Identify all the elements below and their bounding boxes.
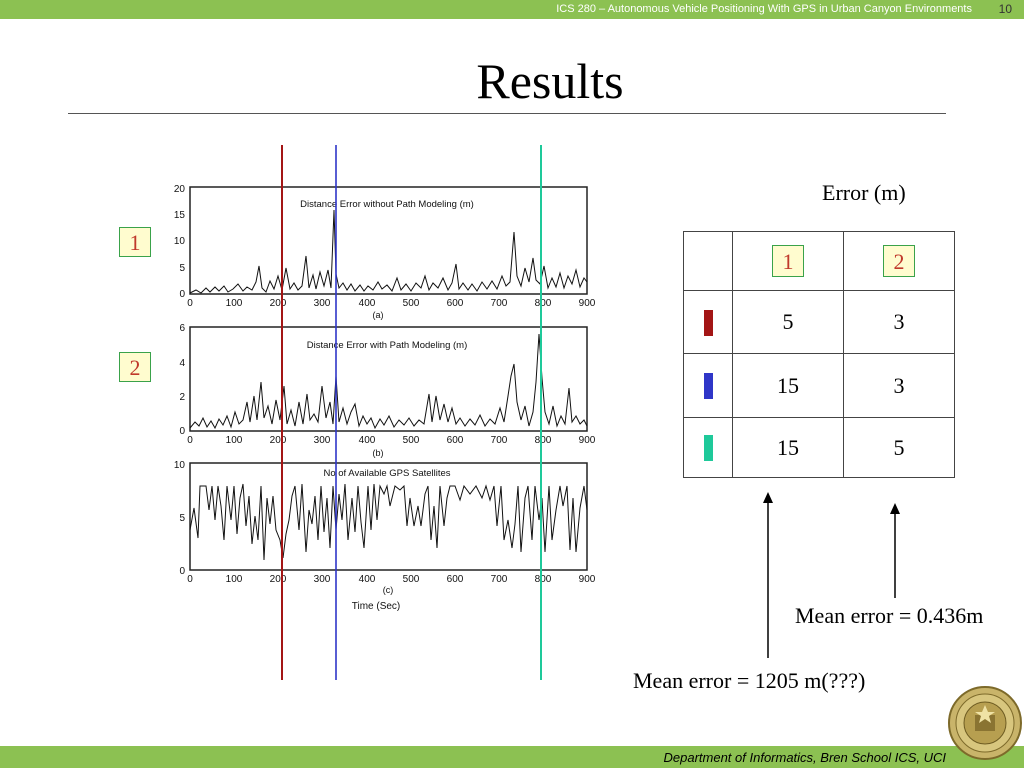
x-tick-c-0: 0 (187, 574, 193, 585)
red-swatch (703, 309, 713, 336)
row-color-cell (683, 353, 733, 418)
y-tick-a-15: 15 (174, 210, 186, 221)
arrowhead-mean-2 (890, 503, 900, 514)
arrowhead-mean-1 (763, 492, 773, 503)
x-tick-c-200: 200 (270, 574, 287, 585)
panel-a-sublabel: (a) (373, 310, 384, 320)
table-row: 15 3 (683, 353, 955, 418)
blue-swatch (703, 373, 713, 400)
panel-c-sublabel: (c) (383, 585, 394, 595)
university-seal-icon (948, 686, 1022, 760)
table-corner-cell (683, 231, 733, 291)
table-row: 5 3 (683, 290, 955, 354)
panel-c-title: No of Available GPS Satellites (323, 468, 450, 479)
y-tick-b-2: 2 (179, 392, 185, 403)
x-tick-b-100: 100 (226, 435, 243, 446)
x-tick-a-600: 600 (447, 298, 464, 309)
panel-c-frame (189, 462, 588, 571)
x-tick-c-700: 700 (491, 574, 508, 585)
row-color-cell (683, 417, 733, 478)
panel-b-frame (189, 326, 588, 432)
x-tick-a-300: 300 (314, 298, 331, 309)
x-tick-b-200: 200 (270, 435, 287, 446)
x-tick-b-900: 900 (579, 435, 596, 446)
x-tick-a-100: 100 (226, 298, 243, 309)
col-label-2: 2 (883, 245, 915, 277)
x-tick-b-700: 700 (491, 435, 508, 446)
x-tick-b-400: 400 (359, 435, 376, 446)
panel-b-sublabel: (b) (373, 448, 384, 458)
error-table: 1 2 5 3 15 3 15 5 (683, 231, 955, 478)
x-tick-c-800: 800 (535, 574, 552, 585)
x-tick-a-900: 900 (579, 298, 596, 309)
x-tick-c-600: 600 (447, 574, 464, 585)
x-tick-b-800: 800 (535, 435, 552, 446)
mean-error-1: Mean error = 1205 m(???) (633, 668, 866, 693)
y-tick-b-4: 4 (179, 358, 185, 369)
x-tick-c-900: 900 (579, 574, 596, 585)
slide-title: Results (476, 53, 624, 109)
cell-teal-1: 15 (732, 417, 844, 478)
x-tick-c-400: 400 (359, 574, 376, 585)
x-tick-c-300: 300 (314, 574, 331, 585)
x-tick-a-200: 200 (270, 298, 287, 309)
panel-b-title: Distance Error with Path Modeling (m) (307, 340, 468, 351)
panel-a-frame (189, 186, 588, 295)
title-divider (68, 113, 946, 114)
x-tick-b-500: 500 (403, 435, 420, 446)
mean-error-2: Mean error = 0.436m (795, 603, 984, 628)
plot-label-2: 2 (119, 352, 151, 382)
col-label-1: 1 (772, 245, 804, 277)
y-tick-c-5: 5 (179, 513, 185, 524)
table-col-header-2: 2 (843, 231, 955, 291)
y-tick-b-0: 0 (179, 426, 185, 437)
teal-swatch (703, 435, 713, 462)
y-tick-c-10: 10 (174, 460, 186, 471)
x-tick-a-400: 400 (359, 298, 376, 309)
cell-blue-2: 3 (843, 353, 955, 418)
trace-a (189, 209, 588, 294)
cell-blue-1: 15 (732, 353, 844, 418)
x-tick-b-600: 600 (447, 435, 464, 446)
x-tick-a-800: 800 (535, 298, 552, 309)
footer-bar: Department of Informatics, Bren School I… (0, 746, 1024, 768)
footer-text: Department of Informatics, Bren School I… (663, 750, 947, 765)
panel-a-title: Distance Error without Path Modeling (m) (300, 199, 474, 210)
row-color-cell (683, 290, 733, 354)
x-tick-c-100: 100 (226, 574, 243, 585)
y-tick-a-5: 5 (179, 263, 185, 274)
cell-teal-2: 5 (843, 417, 955, 478)
trace-b (189, 333, 588, 430)
y-tick-a-20: 20 (174, 184, 186, 195)
error-table-title: Error (m) (822, 180, 906, 205)
x-tick-a-0: 0 (187, 298, 193, 309)
cell-red-1: 5 (732, 290, 844, 354)
table-col-header-1: 1 (732, 231, 844, 291)
y-tick-a-0: 0 (179, 289, 185, 300)
x-axis-label: Time (Sec) (352, 601, 401, 612)
y-tick-b-6: 6 (179, 323, 185, 334)
x-tick-c-500: 500 (403, 574, 420, 585)
x-tick-b-0: 0 (187, 435, 193, 446)
page-number: 10 (998, 2, 1012, 16)
x-tick-b-300: 300 (314, 435, 331, 446)
x-tick-a-500: 500 (403, 298, 420, 309)
x-tick-a-700: 700 (491, 298, 508, 309)
course-title: ICS 280 – Autonomous Vehicle Positioning… (556, 3, 972, 15)
y-tick-c-0: 0 (179, 566, 185, 577)
trace-c (189, 483, 588, 561)
y-tick-a-10: 10 (174, 236, 186, 247)
table-row: 15 5 (683, 417, 955, 478)
plot-label-1: 1 (119, 227, 151, 257)
table-header-row: 1 2 (683, 231, 955, 291)
cell-red-2: 3 (843, 290, 955, 354)
header-bar: ICS 280 – Autonomous Vehicle Positioning… (0, 0, 1024, 19)
